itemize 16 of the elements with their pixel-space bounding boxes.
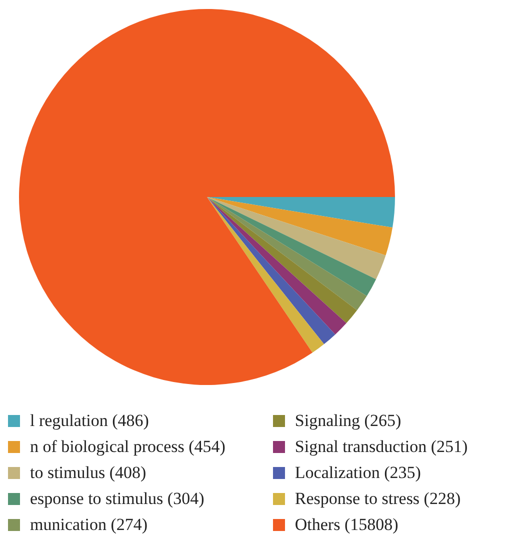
legend-label: Response to stress (228) — [294, 489, 461, 509]
legend-label: Signaling (265) — [294, 411, 402, 431]
legend-label: munication (274) — [30, 515, 148, 535]
legend-label: Signal transduction (251) — [294, 437, 468, 457]
legend-label: Others (15808) — [294, 515, 398, 535]
pie-slice — [207, 197, 367, 310]
pie-slice — [207, 197, 386, 280]
legend-label: Localization (235) — [294, 463, 421, 483]
pie-slice — [207, 197, 376, 296]
legend-label: to stimulus (408) — [30, 463, 146, 483]
legend-label: l regulation (486) — [30, 411, 149, 431]
legend-label: esponse to stimulus (304) — [30, 489, 204, 509]
pie-slice — [19, 9, 395, 385]
legend-label: n of biological process (454) — [30, 437, 226, 457]
pie-slice — [207, 197, 393, 256]
pie-slice — [207, 197, 395, 228]
